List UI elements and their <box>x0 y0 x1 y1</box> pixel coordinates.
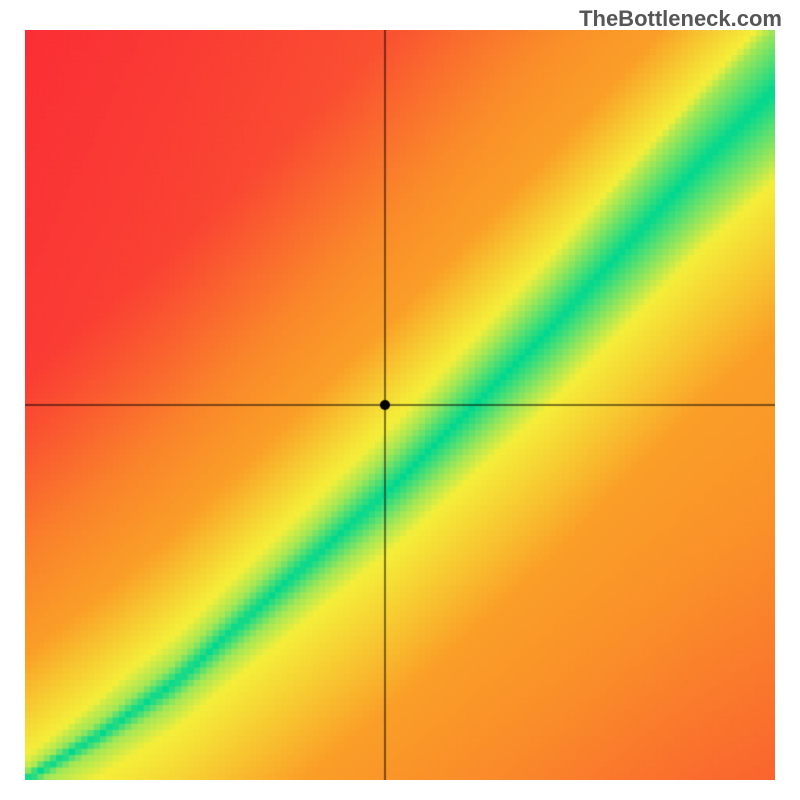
heatmap-canvas <box>25 30 775 780</box>
bottleneck-heatmap <box>25 30 775 780</box>
watermark-text: TheBottleneck.com <box>579 6 782 32</box>
